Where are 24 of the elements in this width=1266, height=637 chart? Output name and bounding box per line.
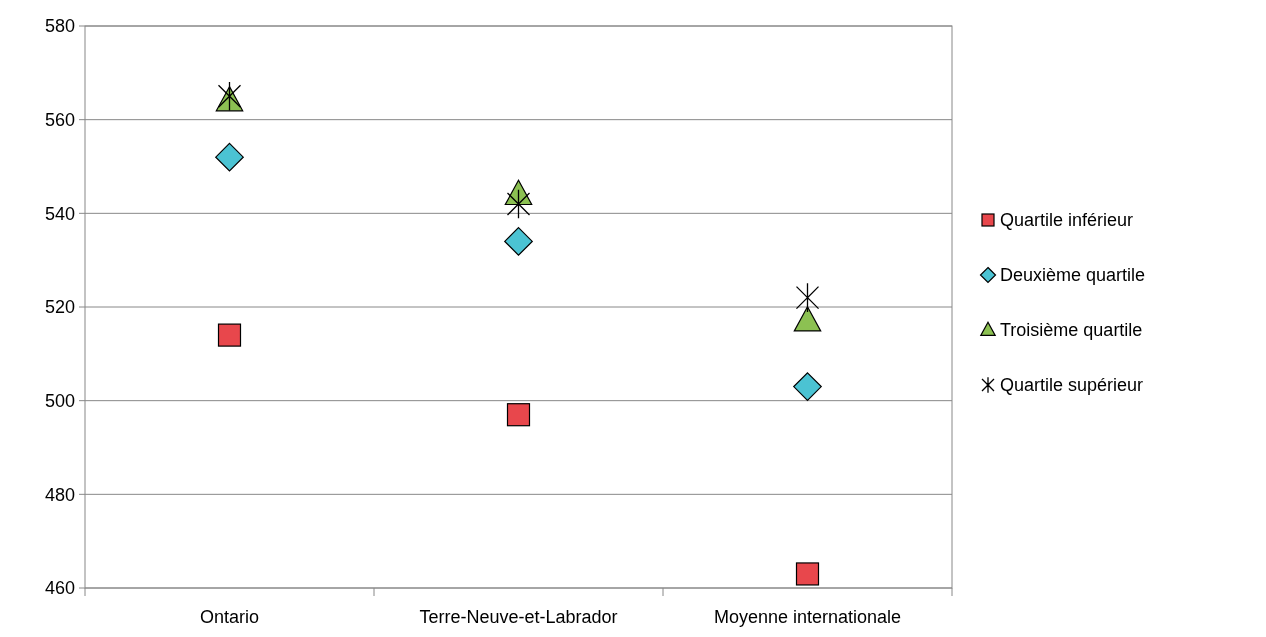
point	[217, 81, 242, 112]
point	[217, 323, 242, 347]
point	[215, 142, 244, 172]
legend-label: Troisième quartile	[1000, 320, 1143, 341]
y-tick-label: 540	[44, 203, 75, 224]
x-tick-label: Moyenne internationale	[713, 607, 902, 627]
point	[504, 227, 533, 256]
legend-label: Deuxième quartile	[1000, 265, 1146, 286]
y-tick-label: 560	[44, 109, 75, 130]
point	[793, 372, 822, 401]
y-tick-label: 580	[44, 16, 75, 37]
point	[795, 282, 820, 313]
y-tick-label: 480	[44, 484, 75, 505]
y-tick-label: 520	[44, 297, 75, 318]
point	[793, 306, 822, 332]
point	[506, 189, 531, 219]
legend-label: Quartile supérieur	[1000, 375, 1144, 396]
x-tick-label: Ontario	[199, 607, 260, 627]
y-tick-label: 460	[44, 578, 75, 599]
legend-label: Quartile inférieur	[1000, 210, 1134, 231]
point	[506, 403, 531, 427]
y-tick-label: 500	[44, 390, 75, 411]
point	[795, 562, 820, 586]
x-tick-label: Terre-Neuve-et-Labrador	[419, 607, 618, 627]
